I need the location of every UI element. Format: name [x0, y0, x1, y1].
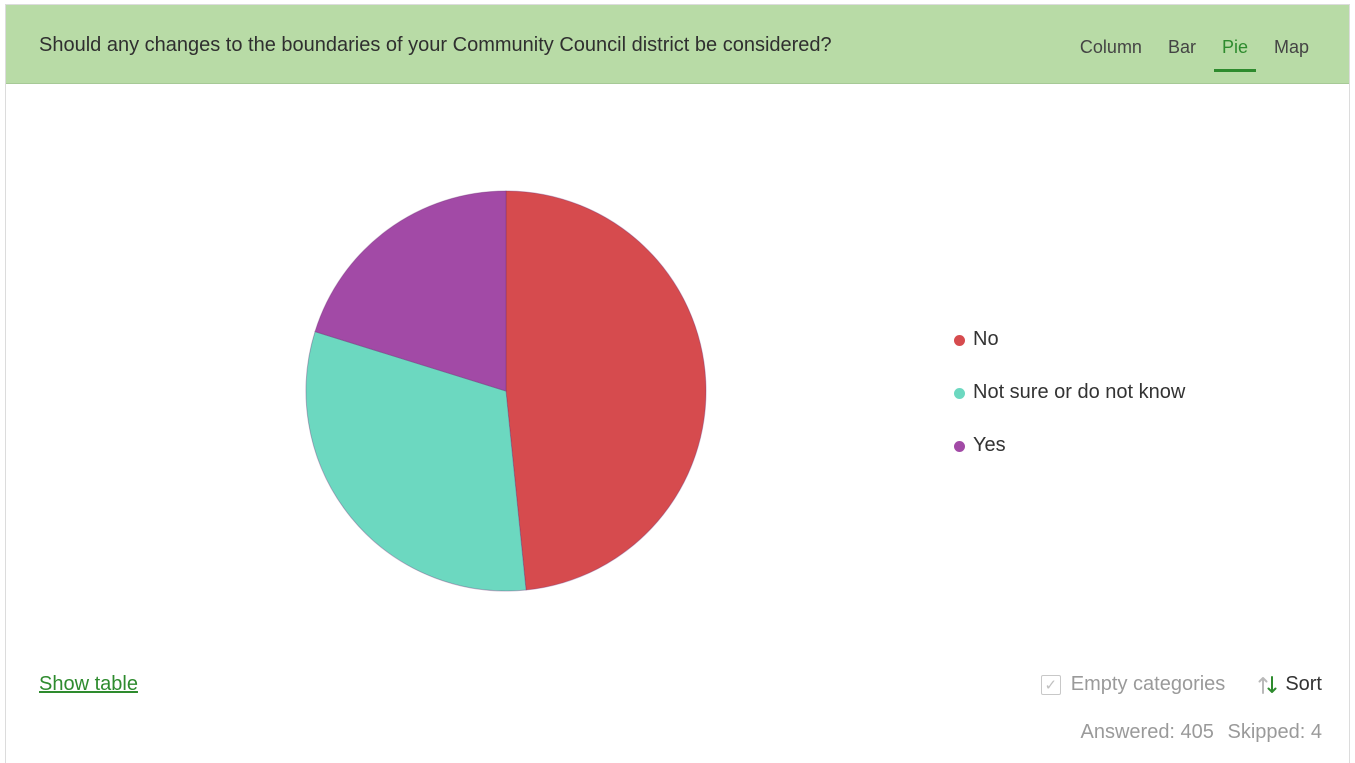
legend-item-yes[interactable]: Yes — [954, 419, 1185, 472]
sort-label: Sort — [1285, 673, 1322, 695]
question-title: Should any changes to the boundaries of … — [39, 34, 832, 56]
legend-label-yes: Yes — [973, 434, 1006, 456]
chart-card: Should any changes to the boundaries of … — [5, 4, 1350, 763]
pie-chart — [305, 190, 707, 592]
chart-controls: ✓ Empty categories Sort — [1040, 673, 1322, 696]
checkmark-icon: ✓ — [1044, 676, 1058, 694]
empty-categories-label: Empty categories — [1070, 673, 1226, 695]
legend-label-no: No — [973, 328, 999, 350]
legend-item-no[interactable]: No — [954, 313, 1185, 366]
chart-header: Should any changes to the boundaries of … — [6, 5, 1349, 84]
legend-dot-yes — [954, 441, 965, 452]
sort-arrows-icon — [1257, 674, 1279, 696]
pie-slice-not-sure[interactable] — [305, 330, 527, 592]
sort-button[interactable]: Sort — [1257, 673, 1322, 696]
tab-map[interactable]: Map — [1273, 37, 1309, 57]
pie-slice-no[interactable] — [505, 190, 707, 591]
response-stats: Answered: 405 Skipped: 4 — [1081, 721, 1323, 744]
legend-item-not-sure[interactable]: Not sure or do not know — [954, 366, 1185, 419]
show-table-link[interactable]: Show table — [39, 673, 138, 695]
skipped-count: Skipped: 4 — [1227, 721, 1322, 743]
tab-bar[interactable]: Bar — [1167, 37, 1196, 57]
chart-legend: No Not sure or do not know Yes — [954, 313, 1185, 472]
empty-categories-checkbox[interactable]: ✓ — [1040, 674, 1061, 695]
chart-type-tabs: Column Bar Pie Map — [1080, 37, 1309, 72]
pie-slice-yes[interactable] — [314, 190, 507, 392]
legend-dot-not-sure — [954, 388, 965, 399]
tab-pie[interactable]: Pie — [1213, 37, 1257, 72]
tab-column[interactable]: Column — [1079, 37, 1142, 57]
answered-count: Answered: 405 — [1080, 721, 1214, 743]
legend-label-not-sure: Not sure or do not know — [973, 381, 1186, 403]
legend-dot-no — [954, 335, 965, 346]
